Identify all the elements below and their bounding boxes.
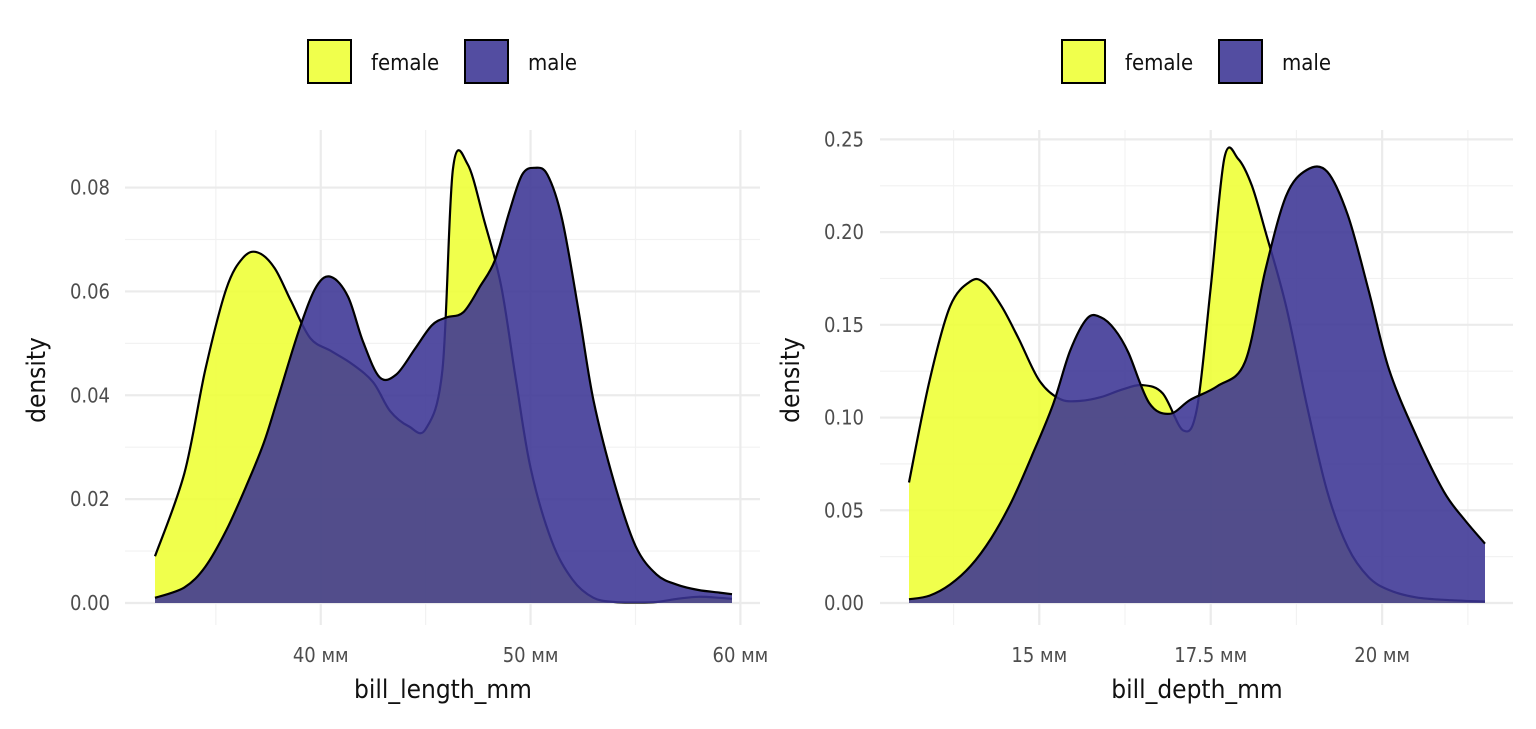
legend-key-female bbox=[1061, 39, 1106, 84]
density-area-male bbox=[909, 166, 1485, 603]
y-axis-title: density bbox=[776, 337, 806, 423]
legend-label-female: female bbox=[371, 51, 439, 76]
x-axis-title: bill_depth_mm bbox=[1111, 675, 1282, 705]
legend-key-female bbox=[307, 39, 352, 84]
legend-key-male bbox=[1218, 39, 1263, 84]
x-tick-label: 20 мм bbox=[1354, 643, 1410, 667]
y-tick-label: 0.08 bbox=[70, 176, 110, 200]
density-curve-male bbox=[908, 165, 1486, 601]
x-tick-label: 60 мм bbox=[713, 643, 769, 667]
y-axis-title: density bbox=[22, 337, 52, 423]
density-curve-male bbox=[154, 166, 733, 599]
legend-label-male: male bbox=[528, 51, 577, 76]
legend: female male bbox=[1061, 39, 1331, 84]
density-area-male bbox=[155, 167, 732, 603]
legend-label-female: female bbox=[1125, 51, 1193, 76]
y-tick-label: 0.00 bbox=[824, 591, 864, 615]
legend-key-male bbox=[464, 39, 509, 84]
y-tick-label: 0.20 bbox=[824, 220, 864, 244]
legend: female male bbox=[307, 39, 577, 84]
legend-label-male: male bbox=[1282, 51, 1331, 76]
y-tick-label: 0.04 bbox=[70, 383, 110, 407]
y-tick-label: 0.02 bbox=[70, 487, 110, 511]
x-tick-label: 40 мм bbox=[293, 643, 349, 667]
y-tick-label: 0.06 bbox=[70, 279, 110, 303]
bill-length-density-panel: 0.00 0.02 0.04 0.06 0.08 40 мм 50 мм 60 мм bill_… bbox=[22, 39, 769, 705]
y-tick-label: 0.10 bbox=[824, 406, 864, 430]
y-tick-label: 0.05 bbox=[824, 498, 864, 522]
x-tick-label: 50 мм bbox=[503, 643, 559, 667]
x-tick-label: 15 мм bbox=[1011, 643, 1067, 667]
x-axis-title: bill_length_mm bbox=[354, 675, 532, 705]
y-tick-label: 0.00 bbox=[70, 591, 110, 615]
y-tick-label: 0.25 bbox=[824, 127, 864, 151]
x-tick-label: 17.5 мм bbox=[1174, 643, 1247, 667]
y-tick-label: 0.15 bbox=[824, 313, 864, 337]
bill-depth-density-panel: 0.00 0.05 0.10 0.15 0.20 0.25 15 мм 17.5 мм 20 м… bbox=[776, 39, 1513, 705]
